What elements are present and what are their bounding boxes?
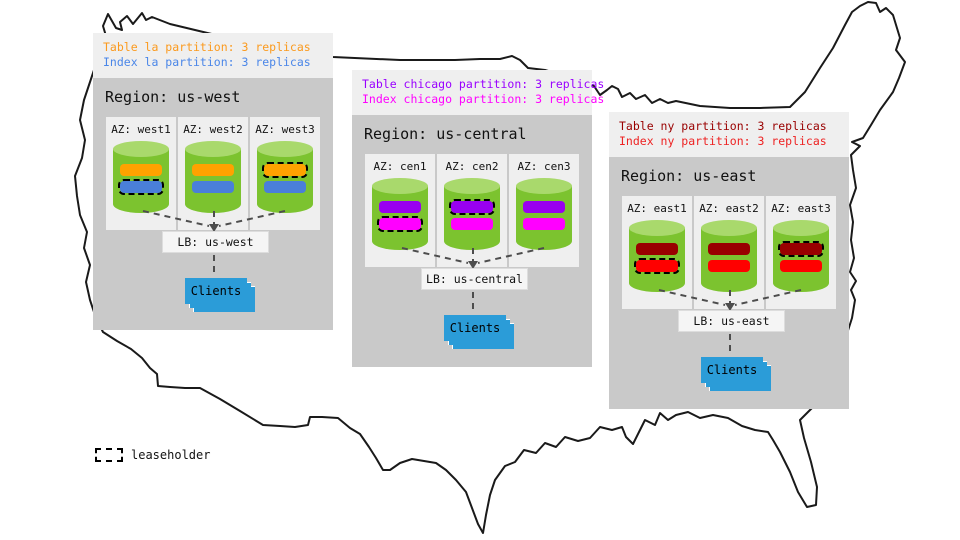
region-title: Region: us-central <box>364 125 527 143</box>
cylinder-top <box>701 220 757 236</box>
table-partition-note: Table la partition: 3 replicas <box>103 40 311 54</box>
cylinder-top <box>372 178 428 194</box>
clients-stack: Clients <box>701 357 771 391</box>
az-label: AZ: east3 <box>771 202 831 215</box>
az-label: AZ: east2 <box>699 202 759 215</box>
az-box-cen1: AZ: cen1 <box>365 154 435 267</box>
index-replica-bar <box>451 218 493 230</box>
load-balancer-box: LB: us-east <box>678 310 785 332</box>
az-box-east3: AZ: east3 <box>766 196 836 309</box>
az-label: AZ: cen1 <box>373 160 427 173</box>
database-cylinder-icon <box>629 220 685 292</box>
az-row: AZ: east1 AZ: east2 AZ: east3 <box>622 196 836 309</box>
clients-stack: Clients <box>185 278 255 312</box>
az-label: AZ: west1 <box>111 123 171 136</box>
index-replica-bar <box>192 181 234 193</box>
table-replica-bar <box>192 164 234 176</box>
leaseholder-swatch-icon <box>95 448 123 462</box>
table-partition-note: Table chicago partition: 3 replicas <box>362 77 605 91</box>
index-replica-bar <box>118 179 164 195</box>
az-row: AZ: west1 AZ: west2 AZ: west3 <box>106 117 320 230</box>
load-balancer-box: LB: us-west <box>162 231 269 253</box>
cylinder-top <box>773 220 829 236</box>
index-replica-bar <box>523 218 565 230</box>
cylinder-top <box>257 141 313 157</box>
index-replica-bar <box>264 181 306 193</box>
table-replica-bar <box>636 243 678 255</box>
database-cylinder-icon <box>773 220 829 292</box>
index-replica-bar <box>708 260 750 272</box>
region-block-us-central: Table chicago partition: 3 replicas Inde… <box>352 70 605 367</box>
clients-box: Clients <box>701 357 763 383</box>
az-box-cen3: AZ: cen3 <box>509 154 579 267</box>
us-map-path <box>74 1 906 534</box>
database-cylinder-icon <box>444 178 500 250</box>
table-replica-bar <box>262 162 308 178</box>
database-cylinder-icon <box>701 220 757 292</box>
partition-note-box-us-east: Table ny partition: 3 replicas Index ny … <box>609 112 849 157</box>
index-replica-bar <box>634 258 680 274</box>
table-replica-bar <box>523 201 565 213</box>
database-cylinder-icon <box>372 178 428 250</box>
az-box-west3: AZ: west3 <box>250 117 320 230</box>
table-replica-bar <box>708 243 750 255</box>
database-cylinder-icon <box>257 141 313 213</box>
az-label: AZ: west3 <box>255 123 315 136</box>
table-replica-bar <box>778 241 824 257</box>
region-box-us-west: Region: us-west AZ: west1 AZ: west2 <box>93 78 333 330</box>
leaseholder-legend: leaseholder <box>95 448 210 462</box>
az-row: AZ: cen1 AZ: cen2 AZ: cen3 <box>365 154 579 267</box>
cylinder-top <box>444 178 500 194</box>
index-replica-bar <box>377 216 423 232</box>
az-label: AZ: west2 <box>183 123 243 136</box>
partition-note-box-us-west: Table la partition: 3 replicas Index la … <box>93 33 333 78</box>
database-cylinder-icon <box>185 141 241 213</box>
region-block-us-west: Table la partition: 3 replicas Index la … <box>93 33 333 330</box>
cylinder-top <box>185 141 241 157</box>
clients-stack: Clients <box>444 315 514 349</box>
az-box-east2: AZ: east2 <box>694 196 764 309</box>
database-cylinder-icon <box>516 178 572 250</box>
az-label: AZ: cen2 <box>445 160 499 173</box>
clients-box: Clients <box>444 315 506 341</box>
table-replica-bar <box>379 201 421 213</box>
database-cylinder-icon <box>113 141 169 213</box>
az-label: AZ: east1 <box>627 202 687 215</box>
region-title: Region: us-east <box>621 167 757 185</box>
table-partition-note: Table ny partition: 3 replicas <box>619 119 827 133</box>
az-box-east1: AZ: east1 <box>622 196 692 309</box>
table-replica-bar <box>449 199 495 215</box>
leaseholder-label: leaseholder <box>131 448 211 462</box>
cylinder-top <box>629 220 685 236</box>
az-box-cen2: AZ: cen2 <box>437 154 507 267</box>
cylinder-top <box>113 141 169 157</box>
clients-box: Clients <box>185 278 247 304</box>
partition-note-box-us-central: Table chicago partition: 3 replicas Inde… <box>352 70 605 115</box>
index-partition-note: Index la partition: 3 replicas <box>103 55 311 69</box>
az-label: AZ: cen3 <box>517 160 571 173</box>
index-replica-bar <box>780 260 822 272</box>
region-box-us-central: Region: us-central AZ: cen1 AZ: cen2 <box>352 115 592 367</box>
az-box-west1: AZ: west1 <box>106 117 176 230</box>
index-partition-note: Index chicago partition: 3 replicas <box>362 92 605 106</box>
table-replica-bar <box>120 164 162 176</box>
region-block-us-east: Table ny partition: 3 replicas Index ny … <box>609 112 849 409</box>
cylinder-top <box>516 178 572 194</box>
region-title: Region: us-west <box>105 88 241 106</box>
az-box-west2: AZ: west2 <box>178 117 248 230</box>
region-box-us-east: Region: us-east AZ: east1 AZ: east2 <box>609 157 849 409</box>
index-partition-note: Index ny partition: 3 replicas <box>619 134 827 148</box>
load-balancer-box: LB: us-central <box>421 268 528 290</box>
